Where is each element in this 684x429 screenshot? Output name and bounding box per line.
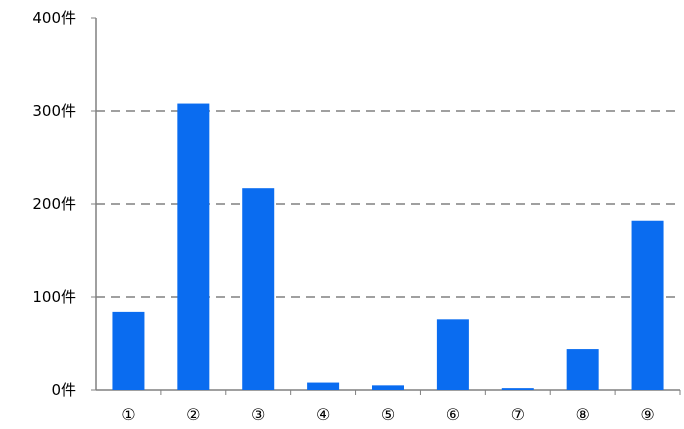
x-tick-label: ③ [251, 405, 265, 424]
x-tick-label: ① [121, 405, 135, 424]
bar [501, 388, 534, 390]
x-tick-label: ⑥ [446, 405, 460, 424]
y-tick-label: 400件 [32, 9, 76, 27]
y-tick-label: 0件 [51, 381, 76, 399]
y-tick-label: 200件 [32, 195, 76, 213]
x-tick-label: ⑤ [381, 405, 395, 424]
bars [112, 103, 664, 390]
y-tick-label: 300件 [32, 102, 76, 120]
bar [242, 188, 275, 390]
bar [372, 385, 404, 390]
y-tick-label: 100件 [32, 288, 76, 306]
bar [307, 382, 340, 390]
x-tick-label: ⑨ [640, 405, 654, 424]
bar [112, 311, 145, 390]
y-tick-labels: 0件 100件 200件 300件 400件 [32, 9, 76, 399]
bar [566, 349, 599, 390]
bar [631, 220, 664, 390]
x-tick-labels: ① ② ③ ④ ⑤ ⑥ ⑦ ⑧ ⑨ [121, 405, 654, 424]
bar [436, 319, 469, 390]
x-tick-label: ⑦ [511, 405, 525, 424]
x-tick-label: ④ [316, 405, 330, 424]
x-tick-label: ⑧ [575, 405, 589, 424]
bar [177, 103, 210, 390]
x-tick-label: ② [186, 405, 200, 424]
